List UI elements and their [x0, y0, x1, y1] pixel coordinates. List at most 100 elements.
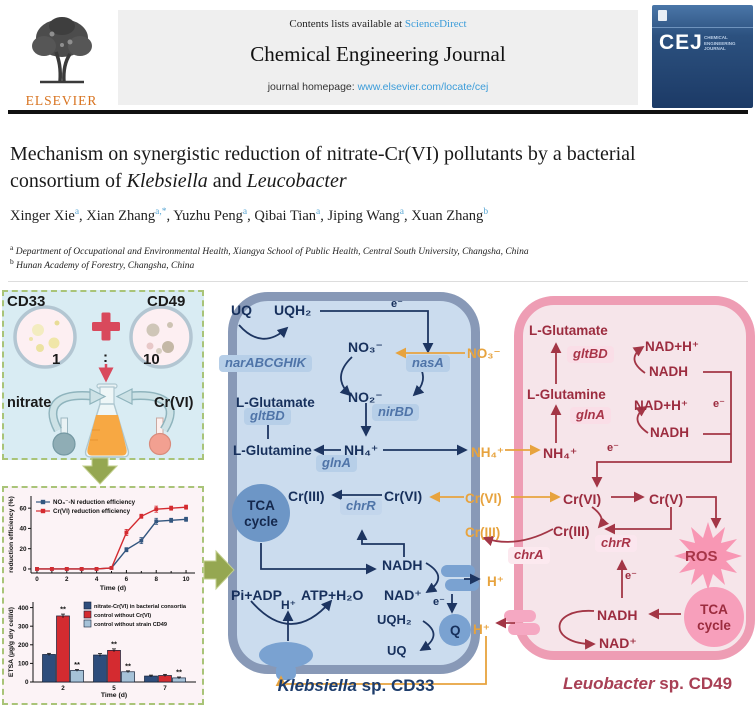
svg-text:300: 300 — [18, 623, 29, 630]
nadh-label-1-cd49: NADH — [649, 364, 688, 379]
nad-h-label-1: NAD+H⁺ — [645, 339, 700, 354]
journal-title: Chemical Engineering Journal — [250, 42, 506, 66]
svg-text:**: ** — [125, 661, 131, 670]
ratio-left: 1 — [52, 351, 61, 368]
svg-text:0: 0 — [23, 566, 27, 573]
nadh-label-2-cd49: NADH — [650, 425, 689, 440]
author: Xinger Xiea — [10, 207, 80, 224]
glutamate-label-cd33: L-Glutamate — [236, 395, 315, 410]
proton-pump-cd49 — [504, 610, 536, 622]
glnA-gene-label-cd49: glnA — [570, 407, 611, 424]
svg-text:NO₃⁻-N reduction efficiency: NO₃⁻-N reduction efficiency — [53, 499, 136, 506]
ratio-colon: : — [103, 349, 108, 366]
strain-cd49-label: CD49 — [147, 293, 186, 310]
petri-dish-cd49 — [129, 305, 193, 369]
tca-circle-cd49 — [684, 587, 744, 647]
no3-label-cd33: NO₃⁻ — [348, 339, 383, 355]
criii-middle-label: Cr(III) — [465, 525, 501, 540]
nasA-gene-label: nasA — [406, 355, 450, 372]
pathway-arrows — [81, 310, 744, 686]
crvi-flask-icon — [148, 417, 172, 456]
reduction-efficiency-line-chart: 0 20 40 60 0 2 4 6 8 10 NO₃⁻-N reduction efficienc… — [8, 496, 195, 592]
tca-circle-cd33 — [232, 484, 290, 542]
uq-label: UQ — [231, 302, 252, 318]
authors-line: Xinger Xiea, Xian Zhanga,*, Yuzhu Penga,… — [10, 207, 489, 224]
svg-text:0: 0 — [35, 576, 39, 583]
nadh-label-cd33: NADH — [382, 557, 423, 573]
svg-text:control without Cr(VI): control without Cr(VI) — [94, 613, 151, 619]
journal-cover-thumbnail: CEJ CHEMICAL ENGINEERING JOURNAL — [652, 5, 753, 108]
flow-right-arrow — [203, 549, 235, 591]
nitrate-label: nitrate — [7, 395, 52, 411]
pour-arrow-left — [48, 388, 107, 433]
author: Xian Zhanga,* — [86, 207, 167, 224]
affiliation-divider — [8, 281, 748, 282]
affiliation-a: a Department of Occupational and Environ… — [10, 243, 740, 257]
pi-adp-label: Pi+ADP — [231, 587, 282, 603]
tca-word-2-cd49: cycle — [697, 617, 731, 633]
leucobacter-species-label: Leuobacter sp. CD49 — [540, 674, 755, 694]
gltBD-gene-label-cd49: gltBD — [567, 346, 614, 363]
affiliation-a-sup: a — [10, 243, 14, 252]
svg-text:2: 2 — [61, 685, 65, 692]
etsa-bar-chart: 0 100 200 300 400 2 5 7 nitrate-Cr(VI) in bacter… — [8, 601, 196, 699]
svg-text:**: ** — [176, 667, 182, 676]
affiliation-b: b Hunan Academy of Forestry, Changsha, C… — [10, 257, 740, 271]
contents-line: Contents lists available at ScienceDirec… — [118, 18, 638, 30]
crvi-label-cd33: Cr(VI) — [384, 488, 423, 504]
svg-text:100: 100 — [18, 661, 29, 668]
tca-cycle-label-cd33: TCA cycle — [233, 498, 289, 529]
electron-label-cd49-3: e⁻ — [625, 570, 637, 582]
klebsiella-strain: sp. CD33 — [356, 676, 435, 695]
svg-text:**: ** — [111, 639, 117, 648]
elsevier-tree-icon — [31, 17, 92, 84]
crv-label: Cr(V) — [649, 491, 684, 507]
chrR-gene-label-cd49: chrR — [595, 535, 637, 552]
quinone-pool-icon — [439, 614, 471, 646]
no2-label: NO₂⁻ — [348, 389, 383, 405]
affiliation-a-text: Department of Occupational and Environme… — [15, 247, 529, 258]
atp-synthase-icon — [259, 642, 313, 668]
plus-icon — [92, 312, 120, 341]
nadh-label-3-cd49: NADH — [597, 607, 638, 623]
sciencedirect-link[interactable]: ScienceDirect — [404, 18, 467, 30]
elsevier-logo: ELSEVIER — [8, 12, 115, 108]
no3-middle-label: NO₃⁻ — [467, 346, 501, 361]
svg-text:7: 7 — [163, 685, 167, 692]
affiliation-b-sup: b — [10, 257, 14, 266]
leucobacter-strain: sp. CD49 — [654, 674, 733, 693]
uqh2-label: UQH₂ — [274, 302, 312, 318]
svg-text:**: ** — [74, 660, 80, 669]
nh4-middle-label: NH₄⁺ — [471, 445, 505, 460]
svg-text:reduction efficiency (%): reduction efficiency (%) — [8, 496, 15, 573]
svg-text:10: 10 — [183, 576, 191, 583]
nad-label-cd49: NAD⁺ — [599, 635, 637, 651]
contents-prefix: Contents lists available at — [289, 18, 403, 30]
author: Yuzhu Penga — [173, 207, 248, 224]
chrR-gene-label-cd33: chrR — [340, 498, 382, 515]
homepage-link[interactable]: www.elsevier.com/locate/cej — [357, 81, 489, 93]
nh4-label-cd33: NH₄⁺ — [344, 442, 379, 458]
header-divider — [8, 110, 748, 114]
svg-text:400: 400 — [18, 605, 29, 612]
main-flask-icon — [84, 383, 130, 458]
leucobacter-genus: Leuobacter — [562, 674, 655, 693]
klebsiella-genus: Klebsiella — [277, 676, 357, 695]
svg-text:Time (d): Time (d) — [100, 585, 126, 592]
svg-text:Cr(VI) reduction efficiency: Cr(VI) reduction efficiency — [53, 508, 131, 515]
author: Xuan Zhangb — [411, 207, 489, 224]
title-genus-klebsiella: Klebsiella — [126, 169, 208, 192]
svg-text:2: 2 — [65, 576, 69, 583]
svg-text:4: 4 — [95, 576, 99, 583]
svg-text:8: 8 — [154, 576, 158, 583]
criii-label-cd33: Cr(III) — [288, 488, 325, 504]
cover-band — [652, 27, 753, 28]
tca-word-2: cycle — [244, 513, 278, 529]
uqh2-label-2: UQH₂ — [377, 612, 412, 627]
svg-text:ETSA (µg/g dry cell/d): ETSA (µg/g dry cell/d) — [8, 607, 15, 677]
svg-text:200: 200 — [18, 642, 29, 649]
ros-starburst-icon — [674, 522, 742, 590]
cover-acronym: CEJ — [659, 31, 703, 54]
atp-label: ATP+H₂O — [301, 587, 364, 603]
proton-label-synthase: H⁺ — [281, 598, 296, 612]
